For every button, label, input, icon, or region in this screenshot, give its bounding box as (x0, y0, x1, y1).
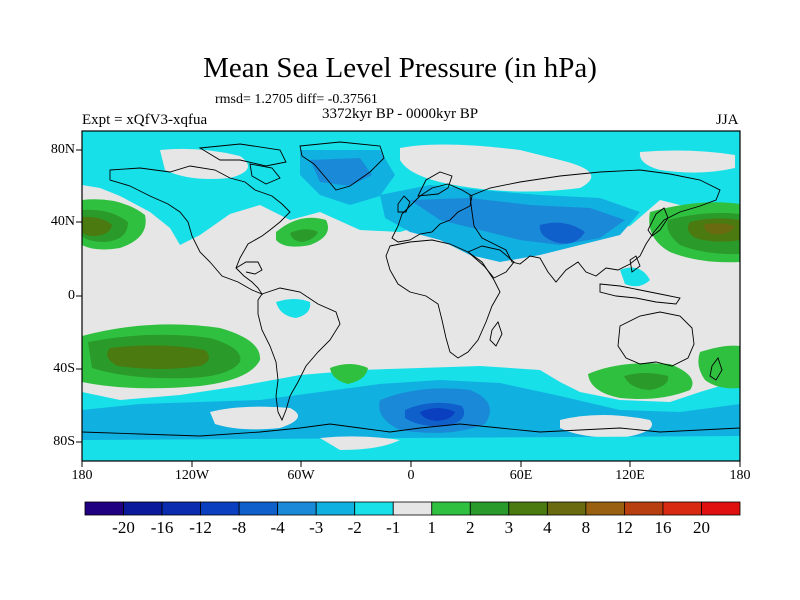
lon-label-60w: 60W (287, 468, 315, 483)
colorbar-swatch (431, 501, 471, 516)
lon-label-120w: 120W (174, 468, 210, 483)
coast-uk (397, 195, 411, 213)
lat-label-80n: 80N (50, 142, 75, 157)
anomaly-equatorial-atlantic (276, 299, 311, 318)
colorbar-swatch (354, 501, 394, 516)
coast-greenland (299, 141, 385, 191)
anomaly-south-east-pacific-high (698, 345, 740, 389)
colorbar-swatch (84, 501, 124, 516)
coast-baffin (249, 163, 281, 185)
neutral-patch-south-pacific (210, 406, 298, 430)
colorbar-label: -20 (112, 518, 135, 537)
colorbar-label: 3 (504, 518, 514, 537)
colorbar-label: -16 (150, 518, 174, 537)
coast-madagascar (489, 321, 503, 347)
map-title: Mean Sea Level Pressure (in hPa) (203, 52, 597, 84)
coast-scandinavia (417, 171, 453, 197)
coast-asia (469, 169, 721, 283)
colorbar-swatch (161, 501, 201, 516)
coast-arctic-islands (198, 143, 287, 167)
period-label: 3372kyr BP - 0000kyr BP (322, 106, 479, 122)
coast-south-america (257, 287, 341, 422)
coast-indonesia (599, 283, 681, 305)
coast-new-zealand (709, 357, 723, 381)
colorbar-swatch (277, 501, 317, 516)
colorbar-label: 20 (692, 518, 710, 537)
anomaly-south-pacific-level3 (107, 345, 209, 369)
coast-japan (647, 207, 669, 237)
season-label: JJA (716, 112, 739, 128)
anomaly-south-indian-level2 (624, 373, 669, 390)
colorbar (84, 501, 741, 516)
neutral-patch-antarctic (320, 436, 400, 450)
stats-text: rmsd= 1.2705 diff= -0.37561 (215, 92, 378, 107)
lon-label-180e: 180 (729, 468, 751, 483)
colorbar-label: -8 (232, 518, 247, 537)
coastlines (82, 141, 740, 437)
colorbar-label: 8 (581, 518, 591, 537)
lon-label-120e: 120E (615, 468, 645, 483)
anomaly-north-atlantic-level2 (290, 229, 318, 242)
coast-arabia (467, 245, 515, 279)
coast-antarctica (82, 423, 740, 437)
anomaly-east-asia (620, 267, 650, 287)
colorbar-swatch (392, 501, 433, 516)
neutral-patch-south-indian (560, 415, 652, 438)
anomaly-south-atlantic-small-high (330, 364, 368, 384)
neutral-patch-north-atlantic (160, 148, 248, 179)
colorbar-swatch (200, 501, 240, 516)
colorbar-label: 2 (466, 518, 475, 537)
colorbar-swatch (315, 501, 356, 516)
anomaly-greenland-level3 (310, 158, 372, 186)
colorbar-label: -12 (189, 518, 212, 537)
neutral-patch-arctic (400, 144, 592, 192)
colorbar-label: 16 (654, 518, 672, 537)
neutral-patch-north-pacific (639, 150, 735, 173)
coast-florida-gulf (235, 261, 263, 275)
anomaly-south-atlantic-level5 (420, 408, 455, 421)
colorbar-swatch (624, 501, 664, 516)
colorbar-swatch (701, 501, 741, 516)
colorbar-label: -2 (347, 518, 362, 537)
anomaly-antarctic-fringe (82, 436, 740, 461)
colorbar-swatch (546, 501, 587, 516)
coast-africa (385, 239, 501, 359)
lon-label-60e: 60E (509, 468, 533, 483)
colorbar-label: 1 (427, 518, 437, 537)
axis-ticks (76, 149, 741, 467)
colorbar-label: -4 (270, 518, 285, 537)
colorbar-label: -3 (309, 518, 324, 537)
experiment-label: Expt = xQfV3-xqfua (82, 112, 208, 128)
colorbar-swatch (508, 501, 548, 516)
anomaly-north-pacific-west-level4 (704, 223, 735, 235)
anomaly-eurasia-level4 (539, 222, 585, 244)
pressure-anomaly-field (82, 131, 740, 461)
colorbar-swatch (469, 501, 510, 516)
colorbar-swatch (585, 501, 625, 516)
anomaly-north-pacific-east-level3 (82, 216, 112, 236)
colorbar-label: 4 (543, 518, 552, 537)
lat-label-40s: 40S (53, 361, 75, 376)
lat-label-0: 0 (68, 288, 75, 303)
lat-label-80s: 80S (53, 434, 75, 449)
colorbar-label: 12 (615, 518, 633, 537)
lat-label-40n: 40N (50, 214, 75, 229)
colorbar-swatch (662, 501, 702, 516)
colorbar-swatch (238, 501, 279, 516)
colorbar-label: -1 (386, 518, 401, 537)
coast-philippines (629, 255, 641, 273)
lon-label-180w: 180 (71, 468, 93, 483)
coast-north-america (109, 165, 291, 295)
coast-australia (617, 311, 695, 367)
lon-label-0: 0 (407, 468, 415, 483)
colorbar-swatch (123, 501, 163, 516)
